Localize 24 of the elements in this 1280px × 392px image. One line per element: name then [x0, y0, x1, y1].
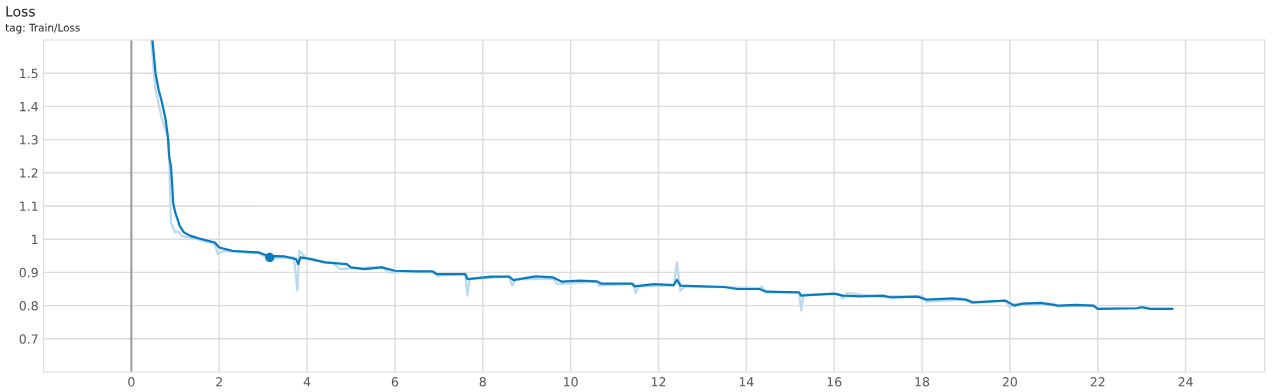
- y-tick-label: 1.3: [20, 135, 38, 145]
- x-tick-label: 4: [303, 377, 311, 387]
- x-tick-label: 20: [1002, 377, 1017, 387]
- x-tick-label: 10: [564, 377, 578, 387]
- y-tick-label: 1: [32, 234, 38, 244]
- y-tick-label: 1.1: [20, 201, 38, 211]
- x-tick-label: 24: [1178, 377, 1193, 387]
- x-tick-label: 12: [651, 377, 666, 387]
- x-tick-label: 8: [479, 377, 486, 387]
- x-tick-label: 18: [915, 377, 930, 387]
- y-tick-label: 0.8: [19, 301, 38, 311]
- chart-subtitle: tag: Train/Loss: [5, 23, 80, 34]
- chart-title: Loss: [6, 6, 35, 17]
- x-tick-label: 22: [1090, 377, 1105, 387]
- y-tick-label: 0.9: [19, 267, 38, 278]
- x-tick-label: 0: [128, 377, 135, 387]
- y-tick-label: 0.7: [19, 334, 38, 344]
- x-tick-label: 14: [739, 377, 754, 387]
- y-tick-label: 1.5: [20, 68, 38, 79]
- x-tick-label: 2: [216, 377, 222, 387]
- x-tick-label: 6: [391, 377, 399, 387]
- y-tick-label: 1.4: [20, 102, 38, 112]
- x-tick-label: 16: [827, 377, 842, 387]
- y-tick-label: 1.2: [20, 168, 38, 178]
